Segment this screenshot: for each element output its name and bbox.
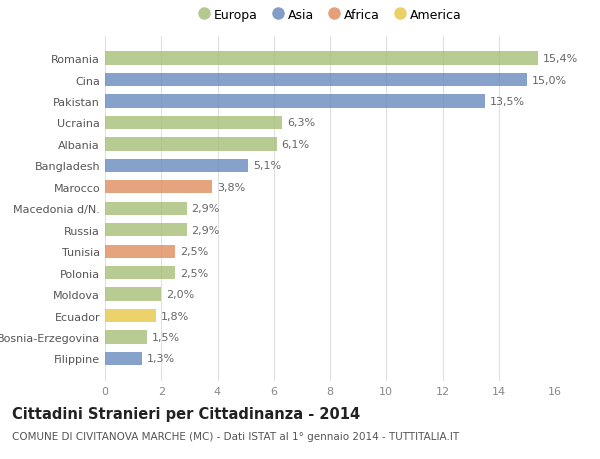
Bar [105,309,155,323]
Text: 2,9%: 2,9% [191,225,220,235]
Bar [105,330,147,344]
Legend: Europa, Asia, Africa, America: Europa, Asia, Africa, America [194,4,466,27]
Text: Cittadini Stranieri per Cittadinanza - 2014: Cittadini Stranieri per Cittadinanza - 2… [12,406,360,421]
Bar [105,117,282,130]
Bar [105,138,277,151]
Text: 2,9%: 2,9% [191,204,220,214]
Bar [105,52,538,66]
Text: 2,5%: 2,5% [181,246,209,257]
Text: 6,1%: 6,1% [281,140,310,150]
Text: 3,8%: 3,8% [217,182,245,192]
Text: 15,4%: 15,4% [543,54,578,64]
Text: 5,1%: 5,1% [253,161,281,171]
Text: 1,8%: 1,8% [161,311,189,321]
Bar [105,288,161,301]
Text: COMUNE DI CIVITANOVA MARCHE (MC) - Dati ISTAT al 1° gennaio 2014 - TUTTITALIA.IT: COMUNE DI CIVITANOVA MARCHE (MC) - Dati … [12,431,459,442]
Bar [105,266,175,280]
Bar [105,181,212,194]
Text: 2,0%: 2,0% [166,290,194,299]
Text: 2,5%: 2,5% [181,268,209,278]
Text: 15,0%: 15,0% [532,75,567,85]
Bar [105,352,142,365]
Text: 13,5%: 13,5% [490,97,525,107]
Text: 1,3%: 1,3% [146,354,175,364]
Bar [105,95,485,108]
Bar [105,224,187,237]
Bar [105,159,248,173]
Bar [105,74,527,87]
Text: 6,3%: 6,3% [287,118,316,128]
Bar [105,245,175,258]
Bar [105,202,187,215]
Text: 1,5%: 1,5% [152,332,181,342]
